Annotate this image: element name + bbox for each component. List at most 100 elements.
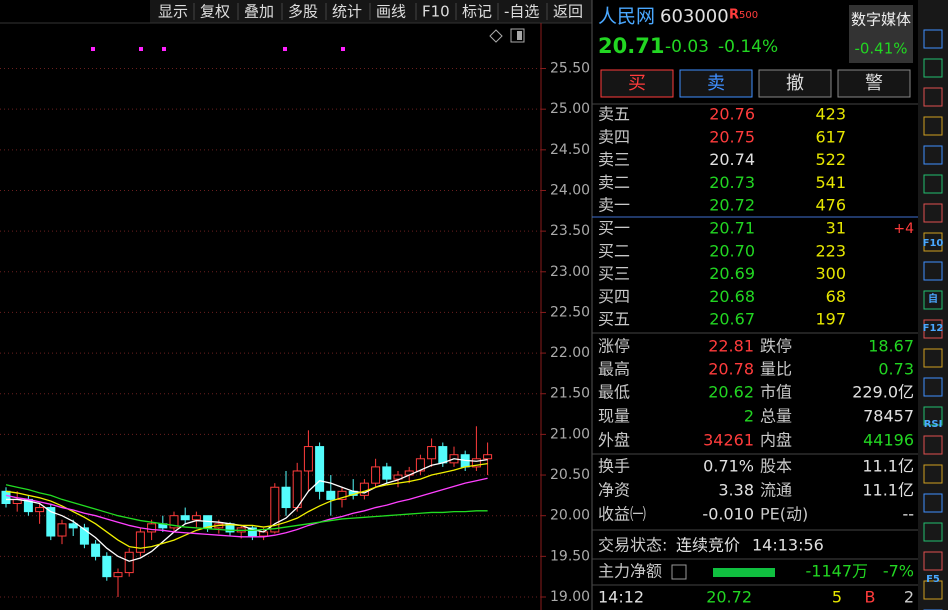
y-tick-label: 24.50	[550, 142, 590, 158]
trade-button-label[interactable]: 卖	[707, 73, 725, 94]
trade-button-label[interactable]: 撤	[786, 73, 804, 94]
side-icon[interactable]	[923, 377, 943, 397]
side-icon[interactable]	[923, 232, 943, 252]
side-icon[interactable]	[923, 522, 943, 542]
stat-value: 0.71%	[703, 457, 754, 476]
book-label: 买五	[598, 310, 630, 329]
side-icon[interactable]	[923, 87, 943, 107]
marker	[341, 47, 345, 51]
side-icon[interactable]	[923, 29, 943, 49]
book-volume: 197	[815, 310, 846, 329]
sector-box[interactable]	[849, 5, 913, 63]
candle-body	[382, 466, 392, 480]
stat-label: 流通	[760, 481, 792, 500]
ma-line	[6, 458, 488, 562]
badge-number: 500	[739, 10, 758, 21]
candle-body	[180, 515, 190, 521]
side-icon[interactable]	[923, 580, 943, 600]
stat-label: 总量	[760, 407, 792, 426]
side-icon[interactable]	[923, 551, 943, 571]
side-icon[interactable]	[923, 406, 943, 426]
side-icon[interactable]	[923, 319, 943, 339]
trade-button[interactable]	[758, 69, 832, 98]
stat-value: 34261	[703, 431, 754, 450]
side-icon[interactable]	[923, 493, 943, 513]
book-volume: 31	[826, 219, 846, 238]
trade-button[interactable]	[837, 69, 911, 98]
y-tick-label: 24.00	[550, 182, 590, 198]
book-volume: 476	[815, 196, 846, 215]
y-tick-label: 19.50	[550, 548, 590, 564]
ma-line	[5, 477, 488, 538]
y-tick-label: 20.00	[550, 508, 590, 524]
flow-amount: -1147万	[806, 562, 869, 581]
side-icon[interactable]	[923, 203, 943, 223]
stat-label: 量比	[760, 360, 792, 379]
side-icon[interactable]	[923, 464, 943, 484]
candle-body	[371, 466, 381, 484]
toolbar-item[interactable]: -自选	[504, 3, 539, 21]
side-icon-label[interactable]: RSI	[924, 419, 943, 430]
toolbar-item[interactable]: 叠加	[244, 3, 274, 21]
stat-value: 229.0亿	[852, 383, 914, 402]
toolbar-item[interactable]: 多股	[288, 3, 318, 21]
status-time: 14:13:56	[752, 536, 824, 555]
side-icon[interactable]	[923, 174, 943, 194]
toolbar-item[interactable]: 复权	[200, 3, 230, 21]
side-icon-label[interactable]: F5	[926, 574, 940, 585]
stat-label: 内盘	[760, 431, 792, 450]
stat-label: 最高	[598, 360, 630, 379]
toolbar-item[interactable]: 画线	[376, 3, 406, 21]
y-tick-label: 23.50	[550, 223, 590, 239]
candle-body	[124, 551, 134, 574]
side-icon[interactable]	[923, 145, 943, 165]
marker	[91, 47, 95, 51]
side-icon[interactable]	[923, 116, 943, 136]
trade-button[interactable]	[679, 69, 753, 98]
trade-button-label[interactable]: 警	[865, 73, 883, 94]
candle-body	[68, 523, 78, 529]
tick-time: 14:12	[598, 588, 644, 607]
price: 20.71	[598, 34, 664, 58]
side-icon[interactable]	[923, 261, 943, 281]
diamond-icon[interactable]	[489, 29, 503, 43]
candle-body	[1, 490, 11, 504]
stat-value: 78457	[863, 407, 914, 426]
stat-label: 最低	[598, 383, 630, 402]
candle-body	[483, 454, 493, 460]
tick-count: 2	[904, 588, 914, 607]
side-icon[interactable]	[923, 290, 943, 310]
toolbar-item[interactable]: 显示	[158, 3, 188, 21]
side-icon[interactable]	[923, 348, 943, 368]
toolbar-item[interactable]: 统计	[332, 3, 362, 21]
flow-pct: -7%	[883, 562, 914, 581]
toolbar-item[interactable]: 标记	[462, 3, 492, 21]
side-icon-label[interactable]: 自	[928, 292, 938, 305]
side-icon[interactable]	[923, 435, 943, 455]
book-volume: 223	[815, 241, 846, 260]
side-icon[interactable]	[923, 58, 943, 78]
stat-value: 11.1亿	[862, 457, 914, 476]
book-price: 20.68	[709, 287, 755, 306]
book-price: 20.76	[709, 105, 755, 124]
flow-icon[interactable]	[671, 564, 687, 580]
trade-button-label[interactable]: 买	[628, 73, 646, 94]
book-price: 20.67	[709, 310, 755, 329]
toolbar-item[interactable]: F10	[422, 3, 450, 21]
candle-body	[169, 515, 179, 529]
side-icon-label[interactable]: F10	[923, 238, 944, 249]
y-tick-label: 21.50	[550, 386, 590, 402]
candle-body	[35, 507, 45, 513]
markers	[91, 47, 345, 51]
layout-icon[interactable]	[510, 28, 525, 43]
y-tick-label: 25.00	[550, 101, 590, 117]
book-volume: 423	[815, 105, 846, 124]
sector-change: -0.41%	[854, 40, 907, 58]
marker	[283, 47, 287, 51]
book-label: 买四	[598, 287, 630, 306]
trade-button[interactable]	[600, 69, 674, 98]
toolbar-item[interactable]: 返回	[553, 3, 583, 21]
book-price: 20.71	[709, 219, 755, 238]
side-icon-label[interactable]: F12	[923, 323, 944, 334]
status-label: 交易状态:	[598, 536, 667, 555]
